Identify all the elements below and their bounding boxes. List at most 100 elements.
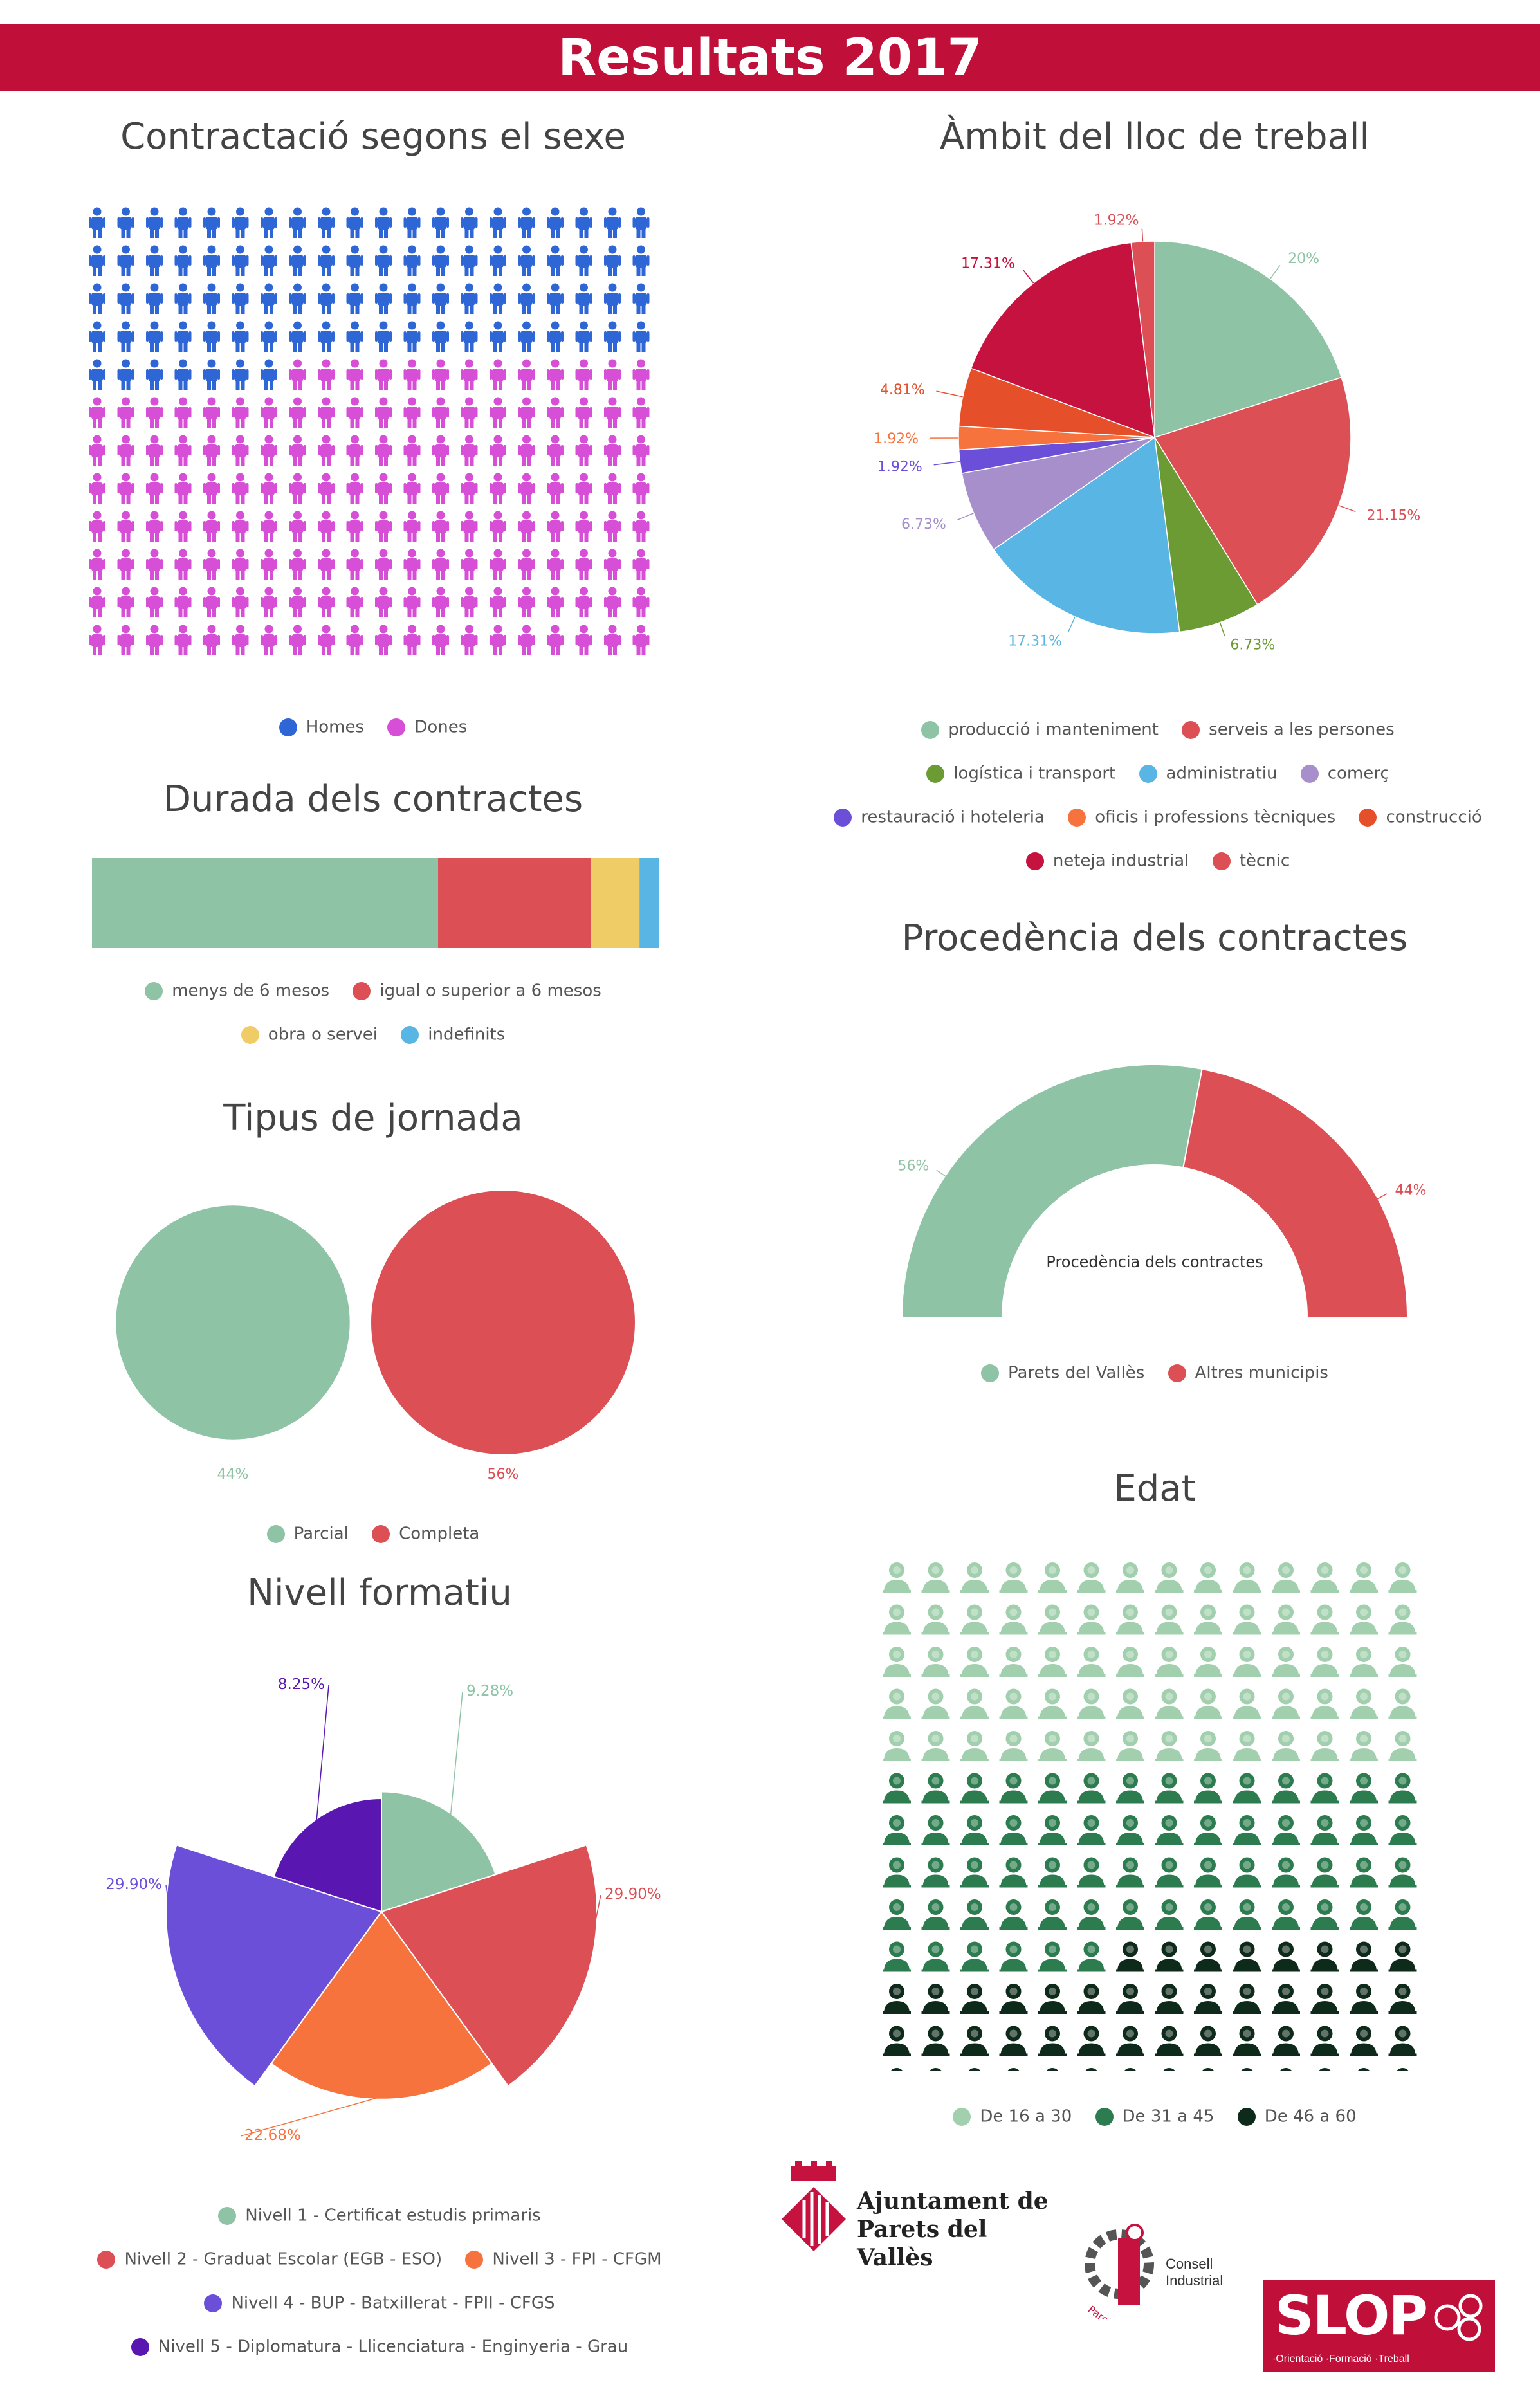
legend-item[interactable]: indefinits [401, 1012, 505, 1057]
legend-item[interactable]: Completa [372, 1512, 479, 1556]
woman-icon [89, 625, 105, 655]
leader-line [936, 1169, 949, 1179]
edat-legend: De 16 a 30 De 31 a 45 De 46 a 60 [836, 2094, 1473, 2138]
woman-icon [632, 359, 650, 390]
woman-icon [146, 549, 163, 580]
legend-item[interactable]: neteja industrial [1025, 839, 1189, 883]
person-icon [1233, 1688, 1261, 1719]
person-icon [1194, 1731, 1222, 1761]
woman-icon [203, 435, 220, 466]
person-icon [921, 1773, 950, 1804]
data-label: 21.15% [1366, 508, 1420, 524]
legend-item[interactable]: De 31 a 45 [1095, 2094, 1214, 2139]
legend-item[interactable]: Altres municipis [1168, 1351, 1328, 1395]
data-label: 44% [1395, 1182, 1426, 1198]
legend-item[interactable]: Parets del Vallès [981, 1351, 1144, 1395]
person-icon [883, 2026, 911, 2056]
man-icon [461, 283, 478, 314]
jornada-chart-title: Tipus de jornada [223, 1097, 523, 1139]
person-icon [1350, 1899, 1378, 1930]
person-icon [1155, 1815, 1184, 1845]
leader-line [450, 1691, 463, 1817]
legend-item-dones[interactable]: Dones [387, 705, 467, 749]
legend-item[interactable]: Nivell 1 - Certificat estudis primaris [218, 2193, 541, 2238]
legend-item[interactable]: tècnic [1212, 839, 1290, 883]
legend-item[interactable]: oficis i professions tècniques [1068, 795, 1335, 839]
woman-icon [146, 473, 163, 504]
legend-dot [465, 2250, 484, 2269]
woman-icon [403, 625, 421, 655]
man-icon [518, 245, 535, 276]
leader-line [933, 461, 960, 466]
data-label: 22.68% [244, 2127, 301, 2144]
person-icon [1233, 1899, 1261, 1930]
man-icon [547, 245, 564, 276]
person-icon [999, 1731, 1028, 1761]
person-icon [1350, 1688, 1378, 1719]
man-icon [518, 321, 535, 352]
woman-icon [547, 511, 564, 542]
man-icon [203, 359, 220, 390]
legend-item[interactable]: administratiu [1139, 751, 1277, 796]
person-icon [1350, 1731, 1378, 1761]
woman-icon [518, 587, 535, 617]
person-icon [1124, 2068, 1137, 2071]
person-icon [1388, 1941, 1417, 1972]
consell-industrial-logo[interactable]: Parets del Vallès Consell Industrial [1081, 2216, 1235, 2319]
legend-item[interactable]: igual o superior a 6 mesos [353, 969, 601, 1013]
man-icon [575, 207, 592, 238]
legend-item[interactable]: logística i transport [926, 751, 1115, 796]
legend-item[interactable]: comerç [1300, 751, 1389, 796]
legend-item-homes[interactable]: Homes [279, 705, 364, 749]
legend-dot [145, 982, 163, 1000]
legend-item[interactable]: construcció [1359, 795, 1482, 839]
woman-icon [575, 397, 592, 428]
man-icon [461, 321, 478, 352]
man-icon [403, 283, 421, 314]
woman-icon [232, 549, 249, 580]
person-icon [1272, 1688, 1300, 1719]
person-icon [1077, 2026, 1106, 2056]
man-icon [146, 359, 163, 390]
legend-dot [131, 2337, 149, 2356]
man-icon [174, 283, 192, 314]
person-icon [1116, 1941, 1144, 1972]
ajuntament-logo[interactable]: Ajuntament de Parets del Vallès [778, 2161, 1049, 2271]
person-icon [1350, 1604, 1378, 1635]
sex-pictogram [89, 207, 650, 655]
man-icon [432, 283, 449, 314]
legend-item[interactable]: De 46 a 60 [1237, 2094, 1357, 2139]
legend-item[interactable]: menys de 6 mesos [145, 969, 329, 1013]
man-icon [174, 245, 192, 276]
man-icon [174, 359, 192, 390]
legend-item[interactable]: Nivell 4 - BUP - Batxillerat - FPII - CF… [204, 2281, 555, 2325]
legend-item[interactable]: Nivell 5 - Diplomatura - Llicenciatura -… [131, 2325, 628, 2369]
legend-item[interactable]: Parcial [266, 1512, 349, 1556]
person-icon [921, 1857, 950, 1888]
person-icon [1310, 1984, 1339, 2014]
person-icon [1194, 1688, 1222, 1719]
woman-icon [146, 435, 163, 466]
person-icon [999, 1941, 1028, 1972]
person-icon [921, 1688, 950, 1719]
legend-item[interactable]: serveis a les persones [1182, 708, 1395, 752]
person-icon [921, 1604, 950, 1635]
legend-item[interactable]: restauració i hoteleria [834, 795, 1045, 839]
woman-icon [174, 435, 192, 466]
person-icon [1077, 1941, 1106, 1972]
person-icon [1233, 1984, 1261, 2014]
slop-logo[interactable]: SLOP ·Orientació ·Formació ·Treball [1263, 2280, 1495, 2372]
person-icon [1038, 1857, 1067, 1888]
man-icon [318, 245, 335, 276]
woman-icon [203, 625, 220, 655]
legend-item[interactable]: Nivell 2 - Graduat Escolar (EGB - ESO) [97, 2237, 442, 2282]
man-icon [461, 245, 478, 276]
legend-item[interactable]: De 16 a 30 [953, 2094, 1072, 2139]
man-icon [632, 283, 650, 314]
woman-icon [375, 359, 392, 390]
legend-item[interactable]: producció i manteniment [921, 708, 1159, 752]
woman-icon [203, 511, 220, 542]
legend-item[interactable]: obra o servei [241, 1012, 378, 1057]
woman-icon [174, 473, 192, 504]
legend-item[interactable]: Nivell 3 - FPI - CFGM [465, 2237, 662, 2282]
